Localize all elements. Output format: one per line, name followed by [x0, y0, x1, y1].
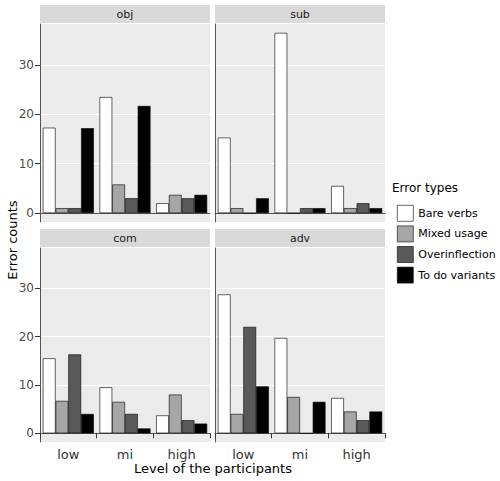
svg-text:To do variants: To do variants — [417, 269, 495, 282]
svg-text:20: 20 — [19, 107, 34, 121]
svg-text:30: 30 — [19, 281, 34, 295]
svg-text:com: com — [113, 232, 137, 245]
svg-text:mi: mi — [292, 447, 308, 462]
svg-text:Mixed usage: Mixed usage — [418, 227, 487, 240]
svg-text:obj: obj — [117, 8, 134, 21]
svg-text:0: 0 — [26, 206, 34, 220]
svg-text:20: 20 — [19, 330, 34, 344]
svg-text:Error types: Error types — [392, 181, 458, 195]
svg-text:high: high — [167, 447, 195, 462]
svg-text:Error counts: Error counts — [5, 200, 20, 279]
svg-text:10: 10 — [19, 378, 34, 392]
svg-text:Overinflection: Overinflection — [418, 248, 495, 261]
svg-text:low: low — [232, 447, 255, 462]
svg-text:adv: adv — [290, 232, 311, 245]
svg-text:Bare verbs: Bare verbs — [418, 207, 478, 220]
svg-text:low: low — [57, 447, 80, 462]
svg-text:10: 10 — [19, 157, 34, 171]
svg-text:mi: mi — [117, 447, 133, 462]
svg-text:30: 30 — [19, 58, 34, 72]
svg-text:sub: sub — [290, 8, 310, 21]
svg-text:high: high — [342, 447, 370, 462]
svg-text:Level of the participants: Level of the participants — [134, 461, 292, 476]
svg-text:0: 0 — [26, 426, 34, 440]
